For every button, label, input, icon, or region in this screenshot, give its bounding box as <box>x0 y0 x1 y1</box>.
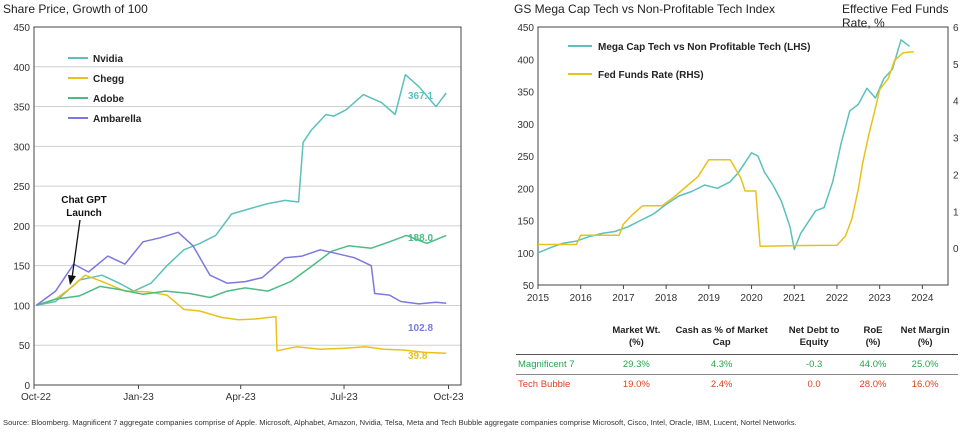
right-y-tick-label: 300 <box>517 120 534 131</box>
row-label-tech-bubble: Tech Bubble <box>518 379 571 390</box>
metrics-table: Market Wt. (%) Cash as % of Market Cap N… <box>516 325 958 394</box>
right-y2-tick-label: 6 <box>953 23 959 34</box>
series-line-chegg <box>36 274 447 355</box>
table-cell: -0.3 <box>774 354 854 375</box>
left-plot-frame <box>33 26 462 386</box>
right-x-tick-label: 2021 <box>783 293 806 304</box>
table-header-row: Market Wt. (%) Cash as % of Market Cap N… <box>516 325 958 355</box>
right-x-tick-label: 2016 <box>570 293 593 304</box>
series-line-ambarella <box>35 231 447 307</box>
right-x-tick-label: 2020 <box>740 293 763 304</box>
right-y2-tick-label: 0 <box>953 244 959 255</box>
table-cell: 4.3% <box>668 354 775 375</box>
end-label-chegg: 39.8 <box>408 351 428 362</box>
table-cell: 2.4% <box>710 379 733 390</box>
series-line-adobe <box>36 234 447 307</box>
table-cell: 28.0% <box>859 379 887 390</box>
legend-label-mega-cap-tech-vs-non-profitable-tech-lhs: Mega Cap Tech vs Non Profitable Tech (LH… <box>598 42 810 53</box>
right-y2-tick-label: 3 <box>953 134 959 145</box>
table-cell: 44.0% <box>853 354 893 375</box>
left-line-chart: 0 50 100 150 200 250 300 350 400 450 Oct-22 Jan-23… <box>13 23 464 403</box>
series-line-mega-cap-tech-vs-non-profitable-tech-lhs <box>537 39 911 254</box>
right-y-tick-label: 450 <box>517 23 534 34</box>
right-y2-tick-label: 1 <box>953 207 959 218</box>
left-y-tick-label: 450 <box>13 23 30 34</box>
table-corner <box>516 325 604 355</box>
right-x-tick-label: 2024 <box>911 293 934 304</box>
left-y-tick-label: 300 <box>13 142 30 153</box>
col-net-margin: Net Margin (%) <box>892 325 958 355</box>
right-x-tick-label: 2022 <box>826 293 849 304</box>
left-x-tick-label: Oct-23 <box>434 392 464 403</box>
right-y2-tick-label: 2 <box>953 170 959 181</box>
legend-label-ambarella: Ambarella <box>93 114 142 125</box>
right-x-tick-label: 2017 <box>612 293 635 304</box>
table-cell: 0.0 <box>807 379 821 390</box>
right-line-chart: 50 100 150 200 250 300 350 400 450 0 1 2 3 4 5 6 2015 2… <box>517 23 959 304</box>
left-x-tick-label: Jul-23 <box>330 392 358 403</box>
left-y-tick-label: 100 <box>13 301 30 312</box>
table-row: Tech Bubble 19.0% 2.4% 0.0 28.0% 16.0% <box>516 375 958 395</box>
right-y-tick-label: 400 <box>517 55 534 66</box>
right-y-tick-label: 50 <box>523 281 535 292</box>
end-label-nvidia: 367.1 <box>408 91 433 102</box>
left-x-tick-label: Jan-23 <box>123 392 154 403</box>
left-y-tick-label: 250 <box>13 182 30 193</box>
table-cell: 29.3% <box>604 354 669 375</box>
row-label-magnificent: Magnificent 7 <box>516 354 604 375</box>
annotation-arrow-line <box>71 219 81 279</box>
left-y-tick-label: 400 <box>13 63 30 74</box>
left-y-tick-label: 350 <box>13 103 30 114</box>
source-note: Source: Bloomberg. Magnificent 7 aggrega… <box>3 418 797 427</box>
col-market-wt: Market Wt. (%) <box>604 325 669 355</box>
legend-label-adobe: Adobe <box>93 94 125 105</box>
col-net-debt: Net Debt to Equity <box>774 325 854 355</box>
table-cell: 25.0% <box>892 354 958 375</box>
col-roe: RoE (%) <box>853 325 893 355</box>
left-y-tick-label: 0 <box>24 381 30 392</box>
right-y-tick-label: 350 <box>517 88 534 99</box>
table-row: Magnificent 7 29.3% 4.3% -0.3 44.0% 25.0… <box>516 354 958 375</box>
legend-label-chegg: Chegg <box>93 74 124 85</box>
annotation-line-1: Chat GPT <box>61 195 107 206</box>
right-y-tick-label: 250 <box>517 152 534 163</box>
end-label-adobe: 188.0 <box>408 233 433 244</box>
right-x-tick-label: 2019 <box>698 293 721 304</box>
series-line-fed-funds-rate-rhs <box>538 50 914 248</box>
right-plot-frame <box>537 26 949 286</box>
right-y-tick-label: 150 <box>517 217 534 228</box>
series-line-nvidia <box>36 73 447 307</box>
right-y-tick-label: 100 <box>517 249 534 260</box>
left-legend: Nvidia Chegg Adobe Ambarella <box>68 54 142 125</box>
legend-label-nvidia: Nvidia <box>93 54 123 65</box>
right-y2-tick-label: 4 <box>953 97 959 108</box>
left-x-tick-label: Oct-22 <box>21 392 51 403</box>
left-chart-title: Share Price, Growth of 100 <box>3 2 148 16</box>
right-x-tick-label: 2023 <box>869 293 892 304</box>
left-y-tick-label: 150 <box>13 262 30 273</box>
col-cash: Cash as % of Market Cap <box>668 325 775 355</box>
right-y2-tick-label: 5 <box>953 60 959 71</box>
right-x-tick-label: 2018 <box>655 293 678 304</box>
end-label-ambarella: 102.8 <box>408 323 433 334</box>
left-y-tick-label: 200 <box>13 222 30 233</box>
annotation-arrow-head <box>68 275 76 285</box>
left-x-tick-label: Apr-23 <box>226 392 256 403</box>
right-chart-title: GS Mega Cap Tech vs Non-Profitable Tech … <box>514 2 776 16</box>
table-cell: 16.0% <box>911 379 939 390</box>
legend-label-fed-funds-rate-rhs: Fed Funds Rate (RHS) <box>598 70 704 81</box>
right-y-tick-label: 200 <box>517 184 534 195</box>
right-x-tick-label: 2015 <box>527 293 550 304</box>
annotation-line-2: Launch <box>66 208 102 219</box>
right-legend: Mega Cap Tech vs Non Profitable Tech (LH… <box>568 42 810 81</box>
table-cell: 19.0% <box>622 379 650 390</box>
left-y-tick-label: 50 <box>19 341 31 352</box>
